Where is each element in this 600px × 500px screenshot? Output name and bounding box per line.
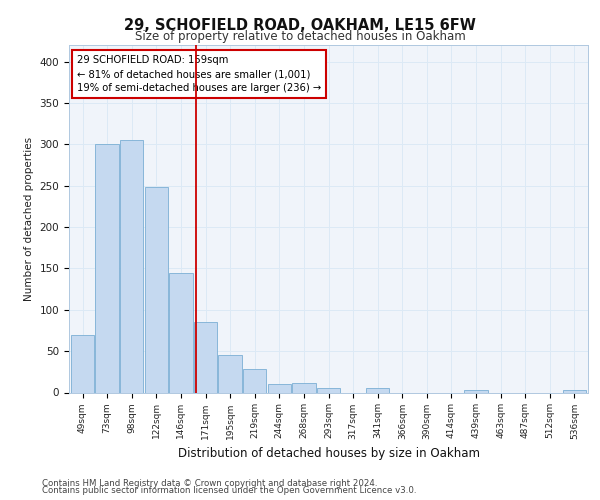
Bar [145,188,168,392]
Bar [268,384,291,392]
Bar [563,390,586,392]
Text: Contains public sector information licensed under the Open Government Licence v3: Contains public sector information licen… [42,486,416,495]
Bar [464,390,488,392]
Bar [317,388,340,392]
Bar [194,322,217,392]
Bar [120,140,143,392]
X-axis label: Distribution of detached houses by size in Oakham: Distribution of detached houses by size … [178,447,479,460]
Bar [95,144,119,392]
Text: 29, SCHOFIELD ROAD, OAKHAM, LE15 6FW: 29, SCHOFIELD ROAD, OAKHAM, LE15 6FW [124,18,476,32]
Text: Contains HM Land Registry data © Crown copyright and database right 2024.: Contains HM Land Registry data © Crown c… [42,478,377,488]
Bar [243,370,266,392]
Text: 29 SCHOFIELD ROAD: 159sqm
← 81% of detached houses are smaller (1,001)
19% of se: 29 SCHOFIELD ROAD: 159sqm ← 81% of detac… [77,56,321,94]
Text: Size of property relative to detached houses in Oakham: Size of property relative to detached ho… [134,30,466,43]
Bar [169,274,193,392]
Bar [218,356,242,393]
Bar [71,334,94,392]
Bar [292,382,316,392]
Y-axis label: Number of detached properties: Number of detached properties [24,136,34,301]
Bar [366,388,389,392]
